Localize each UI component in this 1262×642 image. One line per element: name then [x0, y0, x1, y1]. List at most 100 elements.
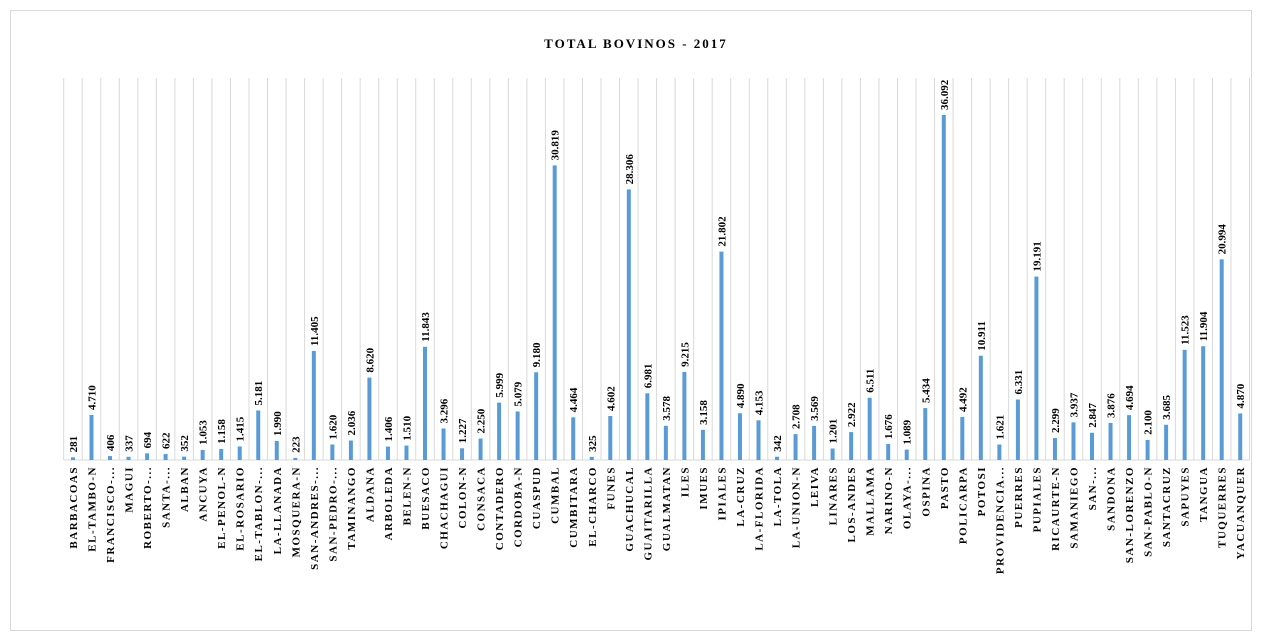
x-tick-label: SAN-PABLO-N	[1143, 466, 1155, 557]
bar	[200, 449, 205, 460]
value-label: 28.306	[624, 154, 636, 185]
x-tick-label: EL-CHARCO	[587, 466, 599, 547]
value-label: 1.620	[327, 414, 339, 439]
value-label: 352	[179, 435, 191, 452]
x-tick-label: PASTO	[939, 466, 951, 509]
value-label: 337	[124, 435, 136, 452]
value-label: 4.694	[1124, 385, 1136, 410]
x-tick-label: SAN-ANDRES-...	[309, 466, 321, 570]
bar	[941, 115, 946, 460]
value-label: 1.621	[994, 415, 1006, 440]
bar	[830, 448, 835, 460]
bar	[663, 425, 668, 460]
x-tick-label: SANTA-...	[161, 466, 173, 528]
value-label: 1.158	[216, 419, 228, 444]
bar	[719, 251, 724, 460]
x-tick-label: PUERRES	[1013, 466, 1025, 528]
x-tick-label: CUMBAL	[550, 466, 562, 524]
bar	[1219, 259, 1224, 460]
bar	[756, 420, 761, 460]
bar	[89, 414, 94, 460]
value-label: 3.937	[1068, 392, 1080, 417]
bar	[1015, 399, 1020, 460]
x-tick-label: ARBOLEDA	[383, 466, 395, 540]
value-label: 2.250	[476, 408, 488, 433]
value-label: 4.870	[1235, 383, 1247, 408]
x-tick-label: OSPINA	[920, 466, 932, 517]
x-tick-label: ROBERTO-...	[142, 466, 154, 549]
bar	[422, 346, 427, 460]
x-tick-label: ALDANA	[364, 466, 376, 522]
x-tick-label: POTOSI	[976, 466, 988, 516]
bar	[1052, 438, 1057, 460]
x-tick-label: EL-ROSARIO	[235, 466, 247, 551]
value-label: 2.100	[1143, 410, 1155, 435]
x-tick-label: IMUES	[698, 466, 710, 510]
x-tick-label: CONTADERO	[494, 466, 506, 550]
x-tick-label: CORDOBA-N	[513, 466, 525, 547]
x-tick-label: MALLAMA	[865, 466, 877, 536]
bar	[1182, 349, 1187, 460]
bar	[589, 456, 594, 460]
value-label: 3.578	[661, 396, 673, 421]
value-label: 9.180	[531, 342, 543, 367]
value-label: 2.708	[791, 404, 803, 429]
chart-frame	[10, 10, 1252, 631]
bar	[497, 402, 502, 460]
value-label: 10.911	[976, 321, 988, 351]
bar	[960, 417, 965, 460]
value-label: 4.464	[568, 387, 580, 412]
value-label: 11.523	[1180, 315, 1192, 345]
x-tick-label: SAMANIEGO	[1068, 466, 1080, 549]
bar	[1071, 422, 1076, 460]
x-tick-label: LINARES	[828, 466, 840, 525]
value-label: 4.153	[754, 390, 766, 415]
value-label: 223	[290, 436, 302, 453]
value-label: 6.511	[865, 369, 877, 393]
x-tick-label: LA-FLORIDA	[754, 466, 766, 551]
bar	[997, 444, 1002, 460]
x-tick-label: PROVIDENCIA...	[994, 466, 1006, 574]
value-label: 19.191	[1031, 241, 1043, 271]
x-tick-label: SANTACRUZ	[1161, 466, 1173, 547]
bar	[385, 446, 390, 460]
value-label: 1.089	[902, 419, 914, 444]
bar	[849, 432, 854, 460]
value-label: 1.676	[883, 414, 895, 439]
x-tick-label: CUMBITARA	[568, 466, 580, 548]
value-label: 4.492	[957, 387, 969, 412]
x-tick-label: TUQUERRES	[1217, 466, 1229, 548]
bar	[867, 397, 872, 460]
bar	[886, 443, 891, 460]
x-tick-label: ILES	[679, 466, 691, 497]
x-tick-label: SAN-...	[1087, 466, 1099, 510]
chart-title: TOTAL BOVINOS - 2017	[544, 36, 728, 51]
x-tick-label: PUPIALES	[1031, 466, 1043, 532]
bar	[1238, 413, 1243, 460]
value-label: 3.685	[1161, 395, 1173, 420]
x-tick-label: LA-CRUZ	[735, 466, 747, 527]
bar	[311, 350, 316, 460]
x-tick-label: GUACHUCAL	[624, 466, 636, 552]
x-tick-label: BUESACO	[420, 466, 432, 530]
bar	[163, 454, 168, 460]
value-label: 3.876	[1106, 393, 1118, 418]
bar	[348, 440, 353, 460]
bar	[923, 408, 928, 460]
bar	[1108, 422, 1113, 460]
x-tick-label: POLICARPA	[957, 466, 969, 544]
x-tick-label: TAMINANGO	[346, 466, 358, 550]
bar	[645, 393, 650, 460]
x-tick-label: IPIALES	[716, 466, 728, 521]
bar	[700, 429, 705, 460]
bar	[478, 438, 483, 460]
bar	[552, 165, 557, 460]
value-label: 1.053	[198, 420, 210, 445]
value-label: 11.843	[420, 312, 432, 342]
value-label: 11.904	[1198, 311, 1210, 341]
bar	[274, 440, 279, 460]
value-label: 3.569	[809, 396, 821, 421]
x-tick-label: RICAURTE-N	[1050, 466, 1062, 551]
value-label: 8.620	[364, 347, 376, 372]
x-tick-label: YACUANQUER	[1235, 466, 1247, 559]
